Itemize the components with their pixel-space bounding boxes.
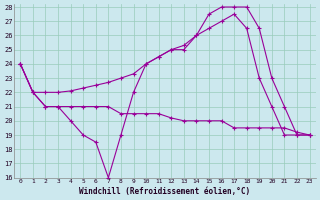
X-axis label: Windchill (Refroidissement éolien,°C): Windchill (Refroidissement éolien,°C): [79, 187, 251, 196]
